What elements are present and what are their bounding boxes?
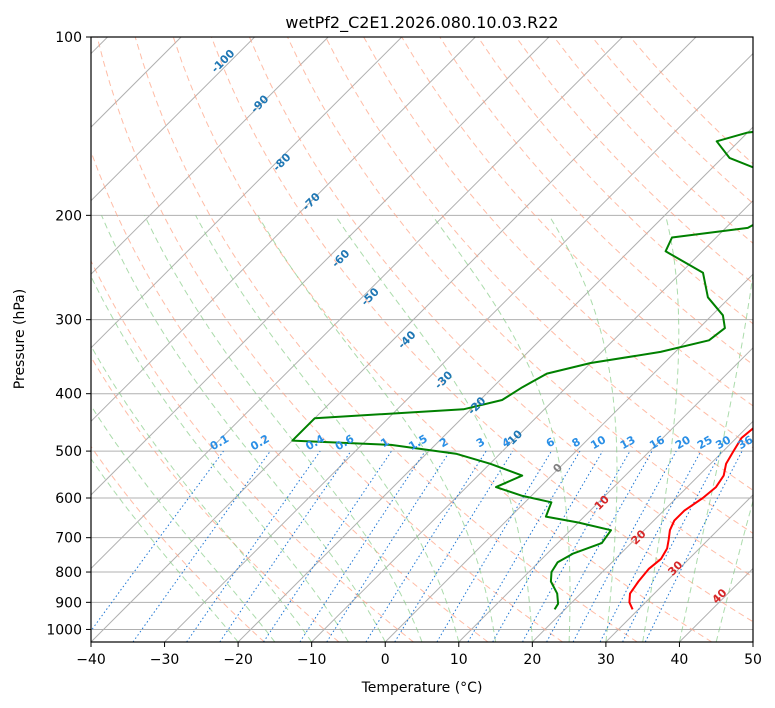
isotherm-line: [91, 37, 476, 423]
x-tick-label: 30: [597, 652, 615, 668]
isotherm-line: [605, 494, 753, 642]
y-tick-label: 1000: [46, 622, 82, 638]
chart-title: wetPf2_C2E1.2026.080.10.03.R22: [285, 13, 558, 33]
dry-adiabat-line: [91, 445, 265, 642]
moist-adiabat-line: [431, 215, 571, 642]
moist-adiabat-line: [91, 404, 276, 642]
mixing-ratio-line: [299, 450, 426, 642]
grid-layer: [91, 37, 753, 642]
dry-adiabat-line: [210, 37, 753, 623]
moist-adiabat-line: [642, 215, 680, 642]
moist-adiabat-line: [334, 215, 533, 642]
mixing-ratio-line: [394, 450, 514, 642]
y-tick-label: 800: [55, 565, 82, 581]
isotherm-line: [752, 641, 753, 642]
isotherm-line: [91, 37, 623, 570]
isotherm-line: [91, 37, 550, 496]
y-tick-label: 200: [55, 208, 82, 224]
mixing-ratio-line: [572, 450, 677, 642]
mixing-ratio-line: [186, 450, 321, 642]
moist-adiabat-line: [548, 215, 618, 642]
x-tick-label: 50: [744, 652, 762, 668]
isotherm-line: [531, 420, 753, 642]
mixing-ratio-line: [546, 450, 653, 642]
x-tick-label: −30: [150, 652, 180, 668]
mixing-ratio-line: [132, 450, 271, 642]
series-layer: [291, 130, 753, 610]
x-tick-label: 0: [381, 652, 390, 668]
isotherm-line: [164, 52, 753, 642]
isotherm-line: [91, 37, 256, 202]
dry-adiabat-line: [248, 37, 753, 578]
x-axis-label: Temperature (°C): [361, 680, 483, 696]
y-tick-label: 400: [55, 387, 82, 403]
mixing-ratio-line: [219, 450, 352, 642]
temperature-profile-line: [628, 427, 753, 610]
dry-adiabat-line: [134, 37, 638, 642]
mixing-ratio-line: [644, 450, 743, 642]
x-tick-label: −10: [297, 652, 327, 668]
mixing-ratio-line: [326, 450, 451, 642]
isotherm-line: [91, 37, 403, 349]
y-tick-label: 700: [55, 531, 82, 547]
y-tick-label: 100: [55, 30, 82, 46]
x-tick-label: −40: [76, 652, 106, 668]
dewpoint-profile-line: [291, 130, 753, 610]
x-tick-label: 10: [450, 652, 468, 668]
mixing-ratio-line: [91, 450, 224, 632]
moist-adiabat-line: [144, 215, 423, 642]
mixing-ratio-line: [522, 450, 631, 642]
moist-adiabat-line: [101, 215, 386, 642]
x-tick-label: −20: [223, 652, 253, 668]
axes-ticks: −40 −30 −20 −10 0 10 20 30 40 50 1000 900 800 700 600 5…: [46, 30, 762, 668]
y-tick-label: 500: [55, 444, 82, 460]
dry-adiabat-line: [287, 37, 753, 534]
y-tick-label: 900: [55, 595, 82, 611]
y-tick-label: 600: [55, 491, 82, 507]
isotherm-line: [237, 126, 753, 642]
x-tick-label: 40: [671, 652, 689, 668]
moist-adiabat-line: [91, 345, 313, 642]
mixing-ratio-line: [263, 450, 392, 642]
dry-adiabat-line: [91, 356, 340, 642]
dry-adiabat-line: [96, 37, 563, 642]
dry-adiabat-line: [515, 37, 753, 284]
moist-adiabat-line: [678, 270, 753, 642]
moist-adiabat-line: [91, 457, 239, 642]
plot-frame: [90, 36, 754, 643]
y-tick-label: 300: [55, 313, 82, 329]
isotherm-line: [91, 37, 329, 275]
dry-adiabat-line: [325, 37, 753, 491]
moist-adiabat-line: [195, 215, 460, 642]
plot-background: [91, 37, 753, 642]
y-axis-label: Pressure (hPa): [12, 289, 28, 389]
x-tick-label: 20: [523, 652, 541, 668]
isotherm-line: [384, 273, 753, 642]
dry-adiabat-line: [91, 259, 414, 642]
isotherm-line: [458, 347, 753, 642]
